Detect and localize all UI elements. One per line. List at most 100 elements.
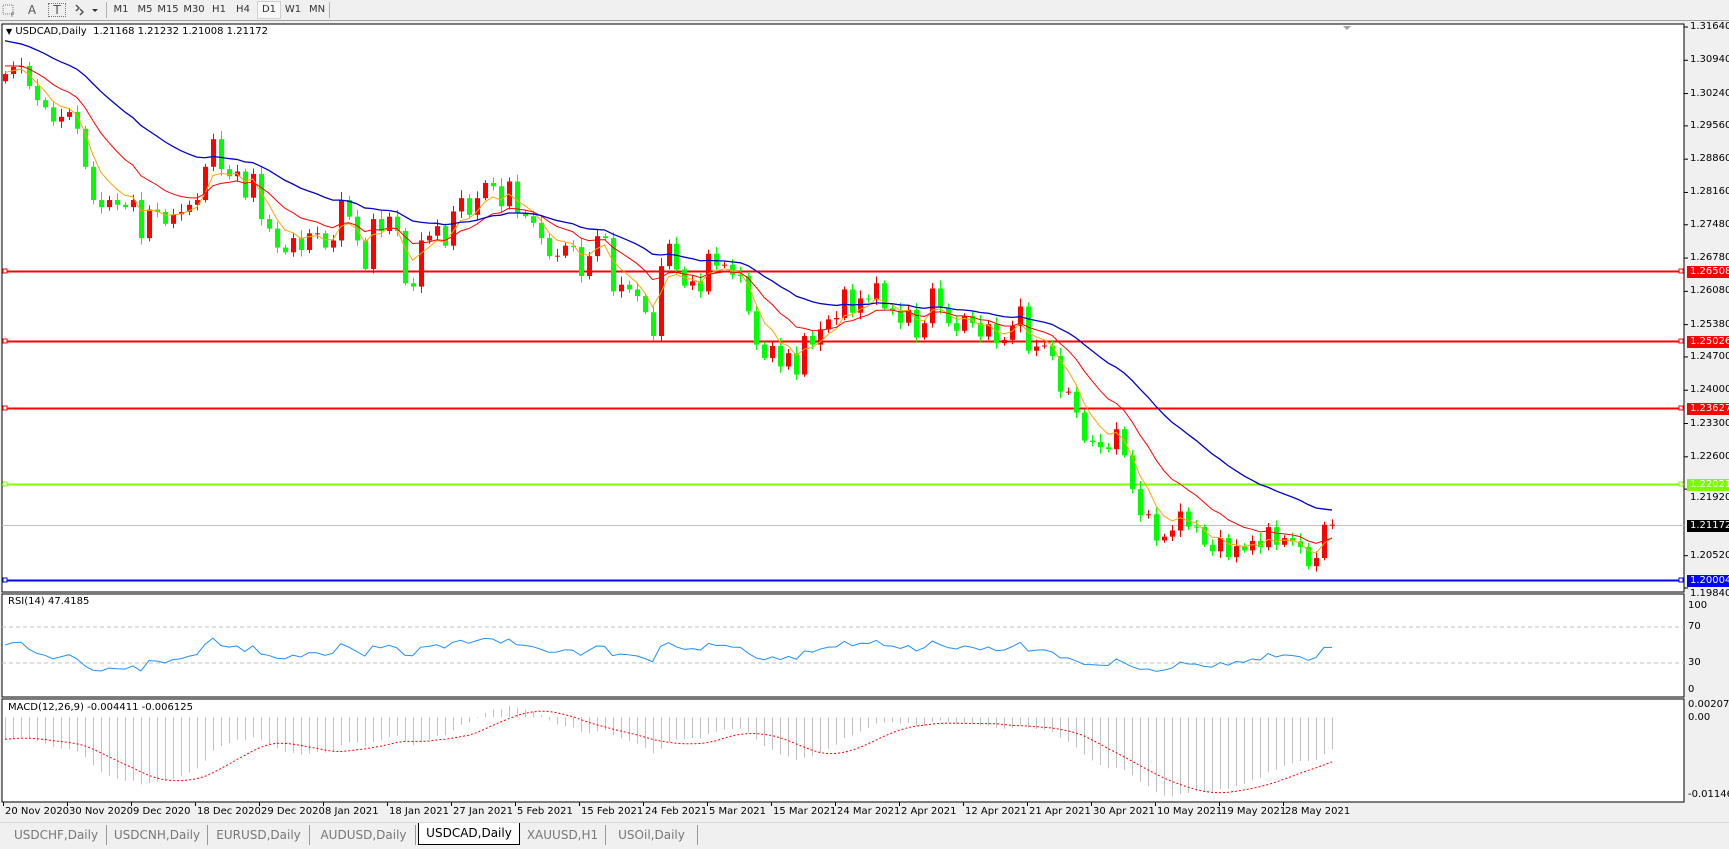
candle [363,237,368,272]
collapse-triangle-icon[interactable]: ▼ [6,27,13,36]
candle [555,248,560,262]
chart-canvas[interactable] [0,0,1729,822]
timeframe-m15[interactable]: M15 [157,4,179,15]
candle [3,71,8,84]
candle-body [427,235,432,241]
text-label-icon[interactable]: T [48,3,66,17]
candle-body [323,233,328,248]
candle-body [1122,429,1127,456]
timeframe-m1[interactable]: M1 [113,4,129,15]
candle-body [1138,489,1143,516]
candle-body [267,219,272,229]
candle-body [818,329,823,345]
candle-body [730,264,735,275]
candle [1098,433,1103,454]
candle-body [1194,526,1199,528]
candle [547,233,552,260]
candle-body [722,264,727,266]
candle-body [363,240,368,269]
horizontal-line-price-tag: 1.26508 [1687,265,1729,278]
candle-body [619,284,624,292]
rsi-axis-label: 100 [1688,600,1708,611]
timeframe-h1[interactable]: H1 [212,4,226,15]
ma-fast-line [4,68,1333,554]
tab-audusd-daily[interactable]: AUDUSD,Daily [312,825,416,845]
candle-body [986,324,991,337]
candle [75,105,80,135]
tab-usdchf-daily[interactable]: USDCHF,Daily [6,825,107,845]
tab-usdcnh-daily[interactable]: USDCNH,Daily [107,825,208,845]
macd-axis-label: 0.00 [1688,712,1711,723]
candle-body [635,289,640,297]
candle [1122,426,1127,458]
tab-eurusd-daily[interactable]: EURUSD,Daily [208,825,310,845]
candle-body [571,245,576,248]
candle-body [355,216,360,241]
candle-body [1210,544,1215,552]
tab-xauusd-h1[interactable]: XAUUSD,H1 [520,825,606,845]
candle-body [507,181,512,207]
candle-body [826,319,831,330]
toolbar-separator [329,2,330,18]
candle [866,294,871,303]
candle [99,191,104,214]
candle-body [682,269,687,286]
symbol-label: USDCAD,Daily [15,26,87,37]
candle [355,209,360,246]
candle [1154,507,1159,546]
candle-body [587,256,592,277]
date-axis-label: 29 Dec 2020 [261,806,325,817]
candle [778,337,783,373]
timeframe-h4[interactable]: H4 [236,4,250,15]
candle-body [563,245,568,256]
timeframe-d1[interactable]: D1 [257,1,281,19]
candle [1202,524,1207,548]
date-axis-label: 8 Jan 2021 [325,806,379,817]
candle [499,178,504,213]
timeframe-m30[interactable]: M30 [183,4,205,15]
date-axis-label: 21 Apr 2021 [1029,806,1091,817]
date-axis-label: 15 Mar 2021 [773,806,837,817]
candle-body [139,200,144,239]
period-separator-icon[interactable]: F [2,2,16,19]
arrows-icon[interactable] [72,2,100,18]
timeframe-w1[interactable]: W1 [284,4,302,15]
candle-body [746,276,751,312]
tab-usdcad-daily[interactable]: USDCAD,Daily [418,823,520,845]
candle-body [738,274,743,277]
timeframe-mn[interactable]: MN [308,4,326,15]
candle [603,233,608,241]
candle [443,223,448,248]
candle [882,280,887,311]
candle-body [147,209,152,239]
candle-body [1026,306,1031,351]
macd-signal-line [4,710,1333,794]
candle-body [99,200,104,208]
candle-body [1058,355,1063,392]
price-axis-label: 1.26780 [1690,252,1729,264]
price-axis-label: 1.29560 [1690,119,1729,131]
candle-body [115,200,120,205]
date-axis-label: 30 Apr 2021 [1093,806,1155,817]
date-axis-label: 24 Mar 2021 [837,806,901,817]
candle [651,306,656,341]
candle [898,302,903,330]
price-axis-label: 1.19840 [1690,587,1729,599]
candle-body [834,317,839,320]
candle-body [1154,514,1159,541]
candle-body [123,204,128,208]
candle [387,212,392,235]
candle [1218,529,1223,558]
candle [395,209,400,237]
candle [67,107,72,121]
candle-body [187,204,192,212]
text-icon[interactable]: A [27,3,37,17]
tab-usoil-daily[interactable]: USOil,Daily [606,825,698,845]
timeframe-m5[interactable]: M5 [137,4,153,15]
candle-body [659,266,664,337]
candle [1322,521,1327,561]
candle-body [1050,345,1055,356]
candle-body [83,128,88,167]
candle [1210,539,1215,556]
price-axis-label: 1.30240 [1690,87,1729,99]
